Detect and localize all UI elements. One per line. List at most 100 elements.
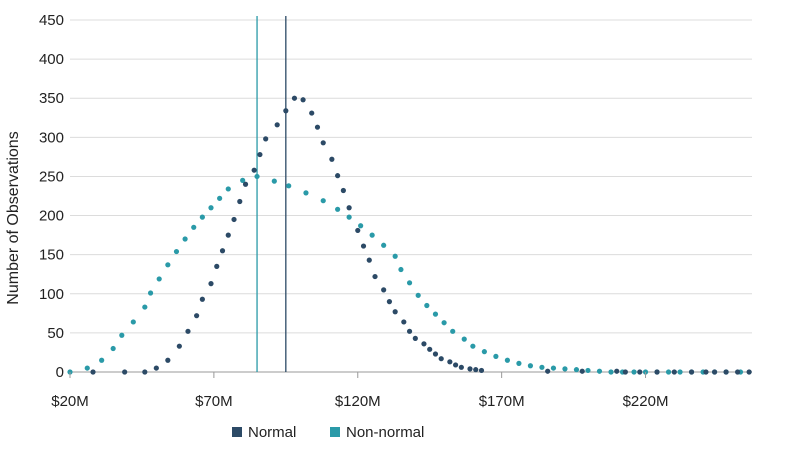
point-normal	[257, 151, 263, 158]
point-non-normal	[631, 369, 637, 375]
point-non-normal	[406, 280, 413, 286]
point-non-normal	[516, 360, 522, 366]
series-normal	[90, 95, 752, 375]
legend-label-non-normal: Non-normal	[346, 424, 424, 441]
point-non-normal	[119, 332, 125, 338]
point-non-normal	[165, 262, 171, 268]
point-normal	[176, 343, 182, 349]
point-non-normal	[199, 214, 205, 220]
point-non-normal	[191, 224, 197, 230]
x-tick-label: $170M	[479, 393, 525, 410]
point-normal	[711, 369, 718, 375]
point-non-normal	[303, 190, 309, 196]
point-non-normal	[110, 345, 116, 352]
y-tick-label: 100	[39, 286, 64, 303]
point-normal	[386, 299, 393, 305]
point-non-normal	[470, 343, 476, 349]
point-normal	[208, 281, 214, 287]
point-normal	[412, 335, 418, 341]
point-non-normal	[358, 223, 364, 229]
point-normal	[478, 367, 485, 374]
point-normal	[199, 296, 205, 302]
y-tick-label: 250	[39, 168, 64, 185]
x-tick-label: $220M	[623, 393, 669, 410]
point-non-normal	[596, 368, 603, 374]
point-normal	[291, 95, 298, 101]
point-non-normal	[550, 365, 557, 371]
point-normal	[346, 205, 352, 211]
point-normal	[401, 319, 407, 325]
point-non-normal	[392, 253, 398, 259]
point-normal	[735, 369, 741, 375]
point-normal	[122, 369, 128, 375]
point-normal	[355, 227, 361, 234]
point-normal	[366, 257, 372, 263]
point-normal	[432, 351, 439, 357]
point-normal	[654, 369, 660, 375]
x-tick-label: $120M	[335, 393, 381, 410]
point-non-normal	[182, 236, 188, 242]
point-normal	[274, 122, 280, 128]
point-non-normal	[665, 369, 672, 375]
point-non-normal	[441, 320, 447, 326]
point-normal	[340, 187, 346, 194]
point-normal	[458, 364, 464, 370]
point-normal	[381, 287, 387, 293]
point-normal	[447, 359, 453, 365]
point-normal	[309, 110, 315, 116]
x-axis: $20M $70M $120M $170M $220M	[51, 372, 668, 410]
point-normal	[406, 328, 413, 334]
legend-swatch-normal	[232, 427, 242, 437]
point-normal	[453, 362, 459, 368]
data-points	[67, 95, 752, 375]
point-normal	[467, 366, 473, 372]
point-normal	[90, 369, 96, 375]
point-non-normal	[225, 186, 231, 192]
point-non-normal	[539, 364, 545, 370]
y-tick-label: 400	[39, 51, 64, 68]
point-non-normal	[147, 290, 154, 296]
point-non-normal	[217, 195, 223, 201]
y-axis: 0 50 100 150 200 250 300 350 400 450	[39, 12, 64, 381]
point-normal	[438, 356, 444, 362]
point-non-normal	[504, 357, 511, 363]
point-non-normal	[573, 367, 580, 373]
point-normal	[545, 368, 551, 374]
point-non-normal	[271, 178, 277, 184]
point-normal	[360, 243, 367, 249]
point-normal	[185, 328, 191, 334]
point-non-normal	[608, 369, 614, 375]
reference-lines	[256, 16, 287, 372]
point-normal	[579, 368, 585, 374]
point-non-normal	[130, 319, 136, 325]
point-non-normal	[346, 214, 352, 220]
legend: Normal Non-normal	[232, 424, 424, 441]
point-normal	[237, 198, 243, 205]
y-tick-label: 200	[39, 208, 64, 225]
point-normal	[671, 369, 677, 375]
legend-label-normal: Normal	[248, 424, 296, 441]
point-non-normal	[585, 367, 591, 374]
point-non-normal	[173, 248, 180, 255]
point-non-normal	[415, 292, 421, 298]
point-normal	[231, 216, 237, 223]
point-non-normal	[527, 363, 534, 369]
point-non-normal	[450, 328, 456, 334]
point-normal	[427, 346, 433, 352]
point-non-normal	[335, 206, 341, 212]
point-non-normal	[208, 205, 214, 211]
point-normal	[219, 248, 226, 254]
point-non-normal	[84, 365, 90, 371]
point-non-normal	[461, 336, 467, 342]
point-normal	[165, 357, 171, 363]
point-non-normal	[369, 232, 375, 238]
y-axis-label: Number of Observations	[5, 131, 22, 304]
point-normal	[142, 369, 148, 375]
point-normal	[688, 369, 695, 375]
series-non-normal	[67, 173, 744, 375]
point-normal	[320, 140, 326, 146]
point-non-normal	[493, 353, 499, 359]
legend-swatch-non-normal	[330, 427, 340, 437]
point-normal	[153, 365, 159, 371]
